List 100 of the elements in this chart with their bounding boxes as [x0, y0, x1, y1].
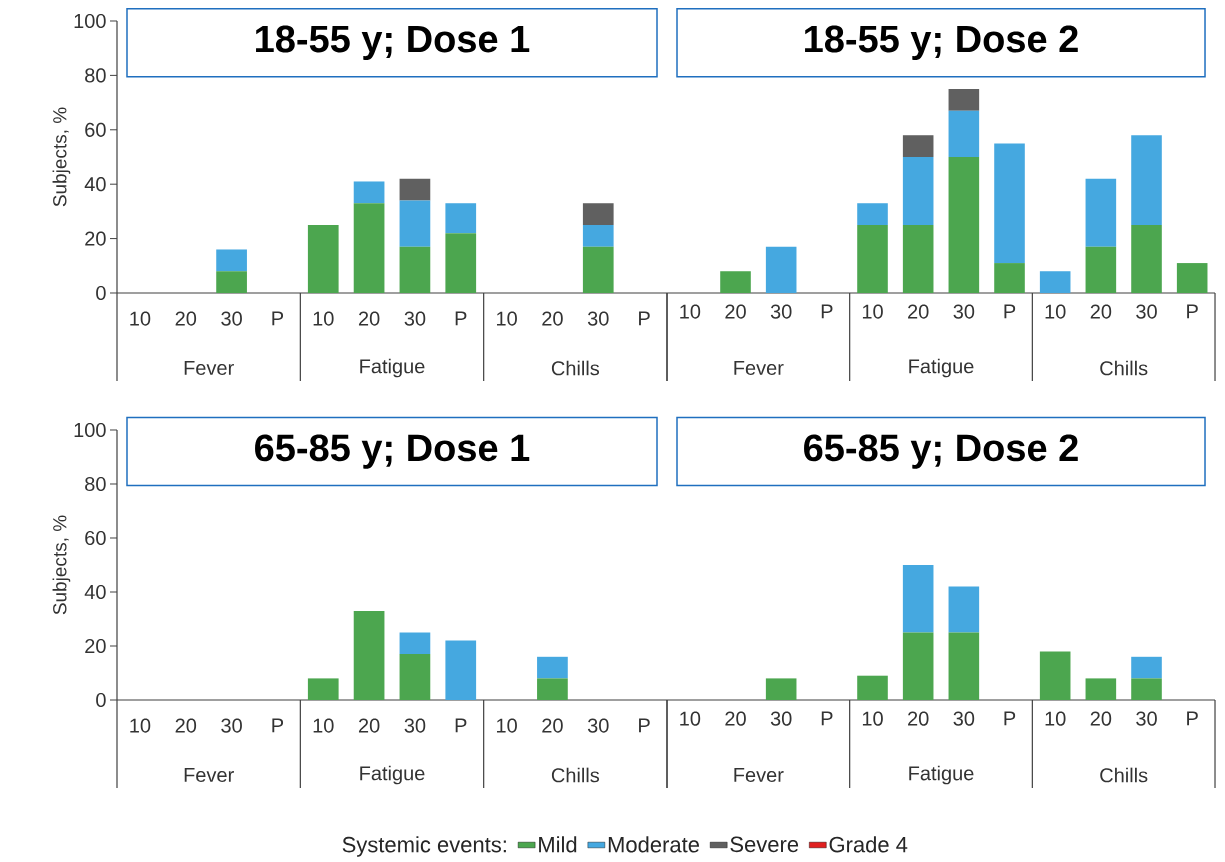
x-tick-label: 10	[497, 311, 517, 326]
y-tick-label: 40	[84, 584, 106, 600]
y-tick-label: 100	[74, 422, 106, 438]
y-tick-label: 0	[96, 692, 106, 708]
bar	[1085, 678, 1117, 700]
x-tick-label: 20	[175, 311, 197, 326]
bar	[353, 181, 385, 204]
text: Fever	[734, 768, 784, 782]
legend-label: Moderate	[608, 836, 700, 853]
x-tick-label: 10	[1045, 304, 1066, 319]
bar	[445, 233, 477, 293]
bar	[948, 156, 980, 293]
bar	[1131, 656, 1162, 679]
bar	[1039, 651, 1071, 700]
text: Chills	[551, 767, 600, 783]
x-tick-label: 20	[358, 311, 380, 326]
y-axis-title: Subjects, %	[52, 515, 71, 615]
bar	[857, 675, 888, 700]
legend-title: Systemic events:	[342, 836, 506, 857]
bar	[948, 88, 980, 111]
x-tick-label: 10	[1045, 711, 1066, 726]
x-tick-label: 10	[313, 311, 334, 326]
x-tick-label: 10	[313, 718, 334, 733]
y-tick-label: 80	[85, 68, 106, 83]
x-tick-label: P	[1004, 304, 1016, 319]
x-tick-label: 30	[587, 311, 609, 326]
x-tick-label: 10	[862, 304, 883, 319]
bar	[537, 678, 568, 700]
bar	[537, 656, 568, 679]
bar	[399, 632, 431, 655]
text: Fatigue	[360, 765, 425, 785]
chart-title: 18-55 y; Dose 1	[256, 25, 530, 60]
chart-title: 18-55 y; Dose 2	[805, 25, 1078, 60]
x-tick-label: 30	[587, 718, 609, 733]
y-tick-label: 0	[96, 285, 106, 301]
text: Fever	[734, 361, 784, 375]
bar	[857, 203, 888, 225]
x-tick-label: 10	[680, 304, 701, 319]
bar	[948, 632, 980, 700]
x-tick-label: P	[639, 718, 650, 733]
y-tick-label: 60	[85, 122, 106, 137]
bar	[994, 263, 1025, 293]
bar	[994, 143, 1025, 264]
x-tick-label: 30	[1136, 304, 1157, 319]
y-tick-label: 60	[85, 530, 106, 546]
y-axis-title: Subjects, %	[52, 107, 71, 207]
bar	[582, 246, 614, 293]
x-tick-label: 30	[953, 711, 975, 726]
x-tick-label: 20	[908, 711, 929, 726]
y-tick-label: 20	[85, 638, 106, 654]
x-tick-label: 10	[862, 711, 883, 726]
bar	[399, 178, 431, 201]
bar	[1131, 224, 1162, 293]
x-tick-label: 10	[680, 711, 701, 726]
x-tick-label: 30	[221, 311, 242, 326]
x-tick-label: 20	[1090, 304, 1112, 319]
bar	[307, 678, 339, 700]
bar	[399, 200, 431, 247]
legend-label: Grade 4	[829, 836, 908, 853]
x-tick-label: 30	[770, 304, 792, 319]
bar	[216, 271, 247, 293]
x-tick-label: 30	[404, 311, 426, 326]
bar	[948, 110, 980, 157]
x-tick-label: 30	[221, 718, 242, 733]
bar	[1039, 271, 1071, 293]
x-tick-label: P	[821, 711, 833, 726]
bar	[1085, 178, 1117, 247]
text: Chills	[1100, 360, 1148, 376]
chart-title: 65-85 y; Dose 1	[255, 434, 530, 469]
bar	[1176, 263, 1208, 293]
bar	[582, 203, 614, 225]
y-tick-label: 20	[85, 231, 106, 246]
bar	[720, 271, 751, 293]
bar	[765, 678, 797, 700]
bar	[765, 246, 797, 293]
legend-label: Mild	[539, 836, 577, 853]
y-tick-label: 100	[74, 13, 106, 29]
x-tick-label: P	[821, 304, 833, 319]
text: Chills	[1100, 767, 1148, 783]
text: Fever	[184, 768, 234, 782]
x-tick-label: P	[639, 311, 650, 326]
bar	[948, 586, 980, 633]
text: Fatigue	[909, 765, 974, 785]
x-tick-label: 30	[1136, 711, 1157, 726]
y-tick-label: 40	[84, 177, 106, 192]
bar	[1131, 678, 1162, 700]
x-tick-label: P	[1004, 711, 1016, 726]
y-tick-label: 80	[85, 476, 106, 492]
bar	[582, 224, 614, 247]
bar	[353, 610, 385, 700]
x-tick-label: P	[1187, 304, 1198, 319]
bar	[307, 224, 339, 293]
bar	[1131, 135, 1162, 225]
x-tick-label: 10	[497, 718, 517, 733]
x-tick-label: 20	[542, 718, 563, 733]
x-tick-label: P	[1187, 711, 1198, 726]
bar	[445, 640, 477, 700]
text: Fever	[184, 361, 234, 375]
bar	[902, 565, 934, 633]
x-tick-label: 30	[953, 304, 975, 319]
